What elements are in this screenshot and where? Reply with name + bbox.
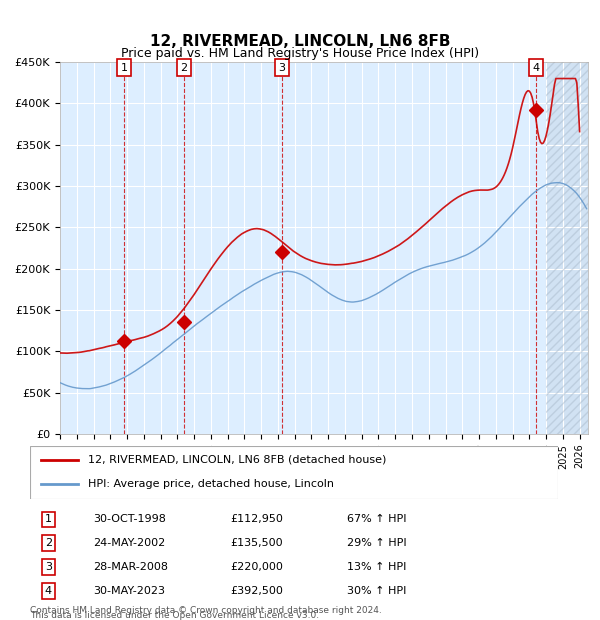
Text: 24-MAY-2002: 24-MAY-2002	[94, 538, 166, 548]
Text: Contains HM Land Registry data © Crown copyright and database right 2024.: Contains HM Land Registry data © Crown c…	[30, 606, 382, 615]
Text: HPI: Average price, detached house, Lincoln: HPI: Average price, detached house, Linc…	[88, 479, 334, 489]
Text: 67% ↑ HPI: 67% ↑ HPI	[347, 515, 406, 525]
Text: 3: 3	[278, 63, 286, 73]
Text: Price paid vs. HM Land Registry's House Price Index (HPI): Price paid vs. HM Land Registry's House …	[121, 46, 479, 60]
Text: This data is licensed under the Open Government Licence v3.0.: This data is licensed under the Open Gov…	[30, 611, 319, 620]
Text: 12, RIVERMEAD, LINCOLN, LN6 8FB (detached house): 12, RIVERMEAD, LINCOLN, LN6 8FB (detache…	[88, 454, 386, 464]
Text: 3: 3	[45, 562, 52, 572]
Text: 2: 2	[45, 538, 52, 548]
Text: 30-OCT-1998: 30-OCT-1998	[94, 515, 166, 525]
Text: £392,500: £392,500	[230, 586, 284, 596]
Text: 13% ↑ HPI: 13% ↑ HPI	[347, 562, 406, 572]
FancyBboxPatch shape	[30, 446, 558, 499]
Text: 1: 1	[45, 515, 52, 525]
Text: 28-MAR-2008: 28-MAR-2008	[94, 562, 169, 572]
Text: 4: 4	[45, 586, 52, 596]
Bar	[546, 62, 588, 434]
Text: £112,950: £112,950	[230, 515, 284, 525]
Text: £220,000: £220,000	[230, 562, 284, 572]
Text: 4: 4	[533, 63, 540, 73]
Text: 12, RIVERMEAD, LINCOLN, LN6 8FB: 12, RIVERMEAD, LINCOLN, LN6 8FB	[150, 34, 450, 49]
Text: 2: 2	[181, 63, 187, 73]
Text: 30% ↑ HPI: 30% ↑ HPI	[347, 586, 406, 596]
Text: 1: 1	[121, 63, 128, 73]
Text: 30-MAY-2023: 30-MAY-2023	[94, 586, 166, 596]
Text: 29% ↑ HPI: 29% ↑ HPI	[347, 538, 406, 548]
Text: £135,500: £135,500	[230, 538, 283, 548]
Bar	[546, 62, 588, 434]
